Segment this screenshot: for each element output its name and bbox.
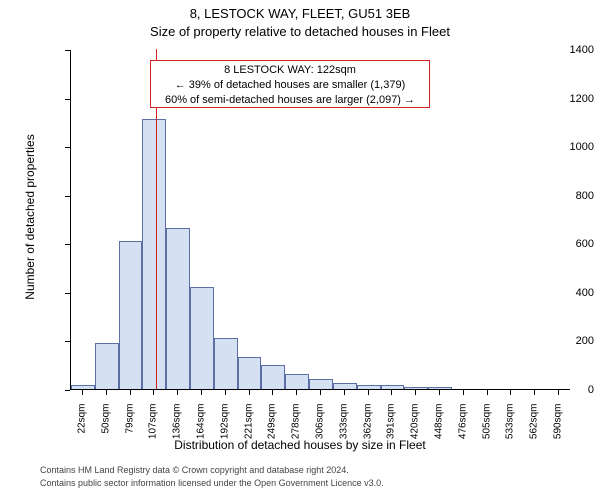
x-tick-mark: [153, 390, 154, 395]
histogram-bar: [309, 379, 333, 389]
y-tick-label: 800: [524, 190, 594, 202]
footer-line2: Contains public sector information licen…: [40, 478, 384, 488]
histogram-bar: [357, 385, 381, 389]
y-tick-mark: [65, 50, 70, 51]
y-tick-label: 1200: [524, 93, 594, 105]
footer-line1: Contains HM Land Registry data © Crown c…: [40, 465, 349, 475]
y-tick-mark: [65, 196, 70, 197]
histogram-bar: [142, 119, 166, 389]
histogram-bar: [190, 287, 214, 389]
x-tick-mark: [82, 390, 83, 395]
y-tick-mark: [65, 390, 70, 391]
x-tick-mark: [130, 390, 131, 395]
x-tick-mark: [272, 390, 273, 395]
histogram-bar: [71, 385, 95, 389]
y-tick-mark: [65, 147, 70, 148]
histogram-bar: [381, 385, 405, 389]
chart-container: { "titles": { "main": "8, LESTOCK WAY, F…: [0, 0, 600, 500]
y-tick-label: 400: [524, 287, 594, 299]
y-tick-mark: [65, 99, 70, 100]
x-tick-mark: [510, 390, 511, 395]
y-tick-label: 200: [524, 335, 594, 347]
x-tick-mark: [201, 390, 202, 395]
x-tick-mark: [368, 390, 369, 395]
x-tick-mark: [177, 390, 178, 395]
x-tick-mark: [558, 390, 559, 395]
x-tick-mark: [463, 390, 464, 395]
histogram-bar: [238, 357, 262, 389]
histogram-bar: [333, 383, 357, 389]
histogram-bar: [261, 365, 285, 389]
y-tick-mark: [65, 244, 70, 245]
y-tick-mark: [65, 293, 70, 294]
y-tick-label: 1000: [524, 141, 594, 153]
histogram-bar: [119, 241, 143, 389]
x-tick-mark: [534, 390, 535, 395]
histogram-bar: [404, 387, 428, 389]
annotation-box: 8 LESTOCK WAY: 122sqm ← 39% of detached …: [150, 60, 430, 108]
x-tick-mark: [415, 390, 416, 395]
annotation-line2: ← 39% of detached houses are smaller (1,…: [155, 78, 425, 93]
y-tick-label: 600: [524, 238, 594, 250]
chart-title-main: 8, LESTOCK WAY, FLEET, GU51 3EB: [0, 6, 600, 21]
x-tick-mark: [487, 390, 488, 395]
x-tick-mark: [106, 390, 107, 395]
x-axis-label: Distribution of detached houses by size …: [0, 438, 600, 452]
x-tick-mark: [249, 390, 250, 395]
histogram-bar: [95, 343, 119, 389]
annotation-line3: 60% of semi-detached houses are larger (…: [155, 93, 425, 108]
x-tick-mark: [439, 390, 440, 395]
x-tick-mark: [296, 390, 297, 395]
y-axis-label: Number of detached properties: [23, 117, 37, 317]
chart-title-sub: Size of property relative to detached ho…: [0, 24, 600, 39]
y-tick-mark: [65, 341, 70, 342]
annotation-line1: 8 LESTOCK WAY: 122sqm: [155, 63, 425, 78]
histogram-bar: [214, 338, 238, 389]
y-tick-label: 1400: [524, 44, 594, 56]
x-tick-mark: [320, 390, 321, 395]
histogram-bar: [285, 374, 309, 389]
histogram-bar: [428, 387, 452, 389]
histogram-bar: [166, 228, 190, 390]
x-tick-mark: [225, 390, 226, 395]
x-tick-mark: [391, 390, 392, 395]
x-tick-mark: [344, 390, 345, 395]
